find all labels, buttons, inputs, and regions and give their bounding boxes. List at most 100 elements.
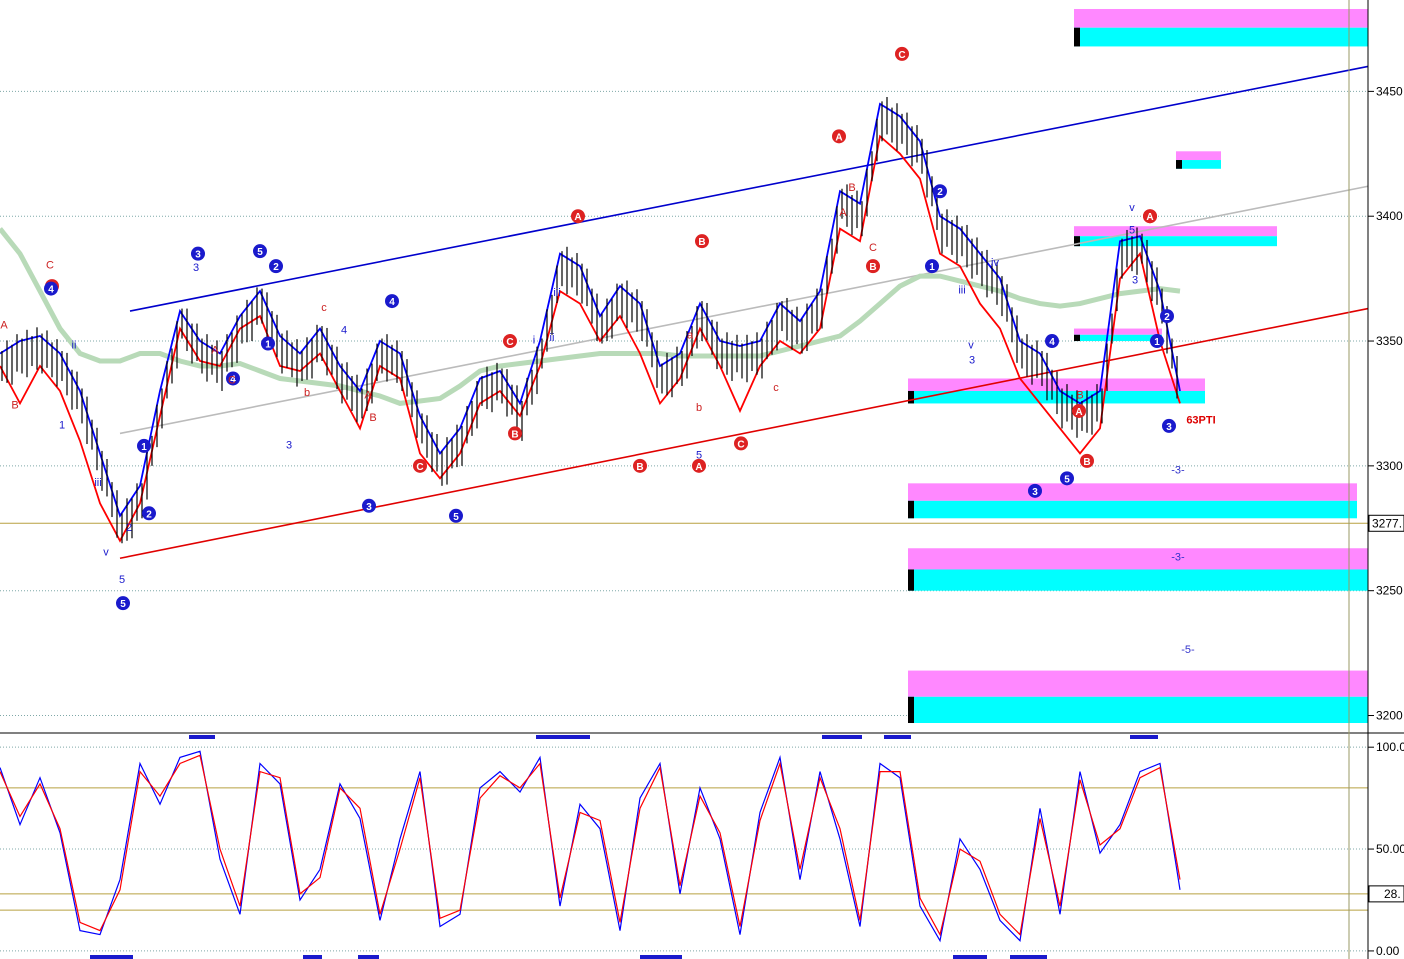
signal-bar (953, 955, 987, 959)
zone-marker (1074, 27, 1080, 47)
wave-label-blue-circle (1028, 483, 1042, 498)
wave-label-blue-circled: 5 (1064, 474, 1070, 485)
slow-moving-average (0, 227, 1181, 406)
wave-label-red-circled: C (898, 50, 905, 61)
trendline (119, 185, 1369, 435)
wave-label-red-circle (503, 334, 517, 349)
wave-label-blue: iii (94, 477, 101, 489)
oscillator-last-box (1368, 885, 1404, 903)
target-zone-lower (1074, 334, 1162, 342)
target-zone-upper (908, 548, 1368, 570)
wave-label-red: C (46, 260, 54, 272)
chart-annotation: -3- (1171, 552, 1185, 564)
wave-label-red: B (848, 182, 855, 194)
target-zone-upper (1074, 328, 1162, 335)
wave-label-blue: ii (550, 332, 555, 344)
wave-label-blue-circle (933, 184, 947, 199)
trendline (129, 65, 1369, 312)
wave-label-red-circled: B (511, 429, 518, 440)
signal-bar (358, 955, 379, 959)
wave-label-blue-circle (1150, 334, 1164, 349)
wave-label-blue: v (968, 340, 974, 352)
oscillator-tick-label: 100.0 (1376, 740, 1404, 754)
wave-label-red: C (869, 242, 877, 254)
wave-label-blue-circled: 3 (1032, 487, 1038, 498)
wave-label-red: b (304, 387, 310, 399)
target-zone-lower (908, 569, 1368, 591)
wave-label-blue-circle (191, 246, 205, 261)
price-axis: 3450 3400 3350 3300 3250 3200 3277. (1368, 84, 1404, 723)
wave-label-blue: 3 (969, 355, 975, 367)
zone-marker (1176, 160, 1182, 169)
zone-marker (908, 500, 914, 519)
wave-label-blue-circled: 1 (141, 442, 147, 453)
wave-label-red: a (687, 330, 694, 342)
target-zone-lower (1074, 27, 1368, 47)
signal-bar (536, 735, 590, 739)
wave-label-blue-circled: 5 (453, 512, 459, 523)
wave-label-blue: 1 (59, 419, 65, 431)
wave-label-red-circled: B (698, 237, 705, 248)
wave-label-blue-circled: 4 (230, 374, 236, 385)
wave-label-blue: 4 (341, 325, 347, 337)
zone-marker (908, 696, 914, 724)
zone-marker (908, 569, 914, 591)
wave-label-red-circled: A (695, 462, 702, 473)
wave-label-blue-circled: 4 (1049, 337, 1055, 348)
wave-label-red: B (11, 399, 18, 411)
wave-label-blue: 2 (126, 522, 132, 534)
oscillator-axis: 100.0 50.00 0.00 28. (1368, 740, 1404, 958)
price-bars (1, 96, 1178, 544)
wave-label-red-circle (508, 426, 522, 441)
wave-label-blue-circled: 5 (257, 247, 263, 258)
wave-label-blue: v (1129, 202, 1135, 214)
oscillator-series (0, 735, 1181, 959)
wave-label-blue-circle (385, 294, 399, 309)
price-tick-label: 3250 (1376, 584, 1403, 598)
wave-label-red-circle (1080, 453, 1094, 468)
wave-label-blue-circle (449, 508, 463, 523)
wave-label-blue: iv (991, 257, 999, 269)
wave-label-blue: ii (72, 340, 77, 352)
wave-label-blue-circled: 5 (120, 599, 126, 610)
signal-bar (189, 735, 215, 739)
wave-label-blue: 3 (1132, 275, 1138, 287)
wave-label-blue: v (103, 547, 109, 559)
wave-label-blue-circled: 3 (195, 250, 201, 261)
trendlines (119, 65, 1369, 560)
wave-label-blue-circled: 3 (366, 502, 372, 513)
wave-label-blue-circled: 4 (48, 285, 54, 296)
target-zone-upper (908, 670, 1368, 697)
oscillator-line (0, 750, 1181, 943)
wave-label-red: A (364, 389, 372, 401)
signal-bar (303, 955, 322, 959)
zone-marker (1074, 334, 1080, 342)
price-tick-label: 3400 (1376, 209, 1403, 223)
wave-label-blue-circle (116, 596, 130, 611)
oscillator-line (0, 754, 1181, 937)
wave-label-blue: 5 (696, 449, 702, 461)
wave-label-blue-circle (1162, 418, 1176, 433)
wave-label-red-circled: C (737, 439, 744, 450)
signal-bar (884, 735, 911, 739)
wave-label-blue-circle (142, 506, 156, 521)
wave-label-red-circled: A (1075, 407, 1082, 418)
wave-label-red-circle (1143, 209, 1157, 224)
wave-label-red-circled: A (1146, 212, 1153, 223)
signal-bar (90, 955, 133, 959)
wave-label-blue-circle (253, 244, 267, 259)
target-zone-upper (1074, 8, 1368, 28)
wave-label-blue-circled: 2 (1164, 312, 1170, 323)
wave-label-red-circled: A (835, 132, 842, 143)
price-tick-label: 3200 (1376, 709, 1403, 723)
wave-label-blue: 3 (286, 439, 292, 451)
wave-label-red-circled: A (574, 212, 581, 223)
wave-label-red-circled: B (869, 262, 876, 273)
wave-label-red: A (211, 345, 219, 357)
signal-bar (822, 735, 862, 739)
wave-label-blue-circle (1045, 334, 1059, 349)
wave-label-blue-circle (362, 498, 376, 513)
wave-label-blue-circled: 1 (265, 340, 271, 351)
wave-label-blue-circle (226, 371, 240, 386)
wave-label-red-circle (695, 234, 709, 249)
